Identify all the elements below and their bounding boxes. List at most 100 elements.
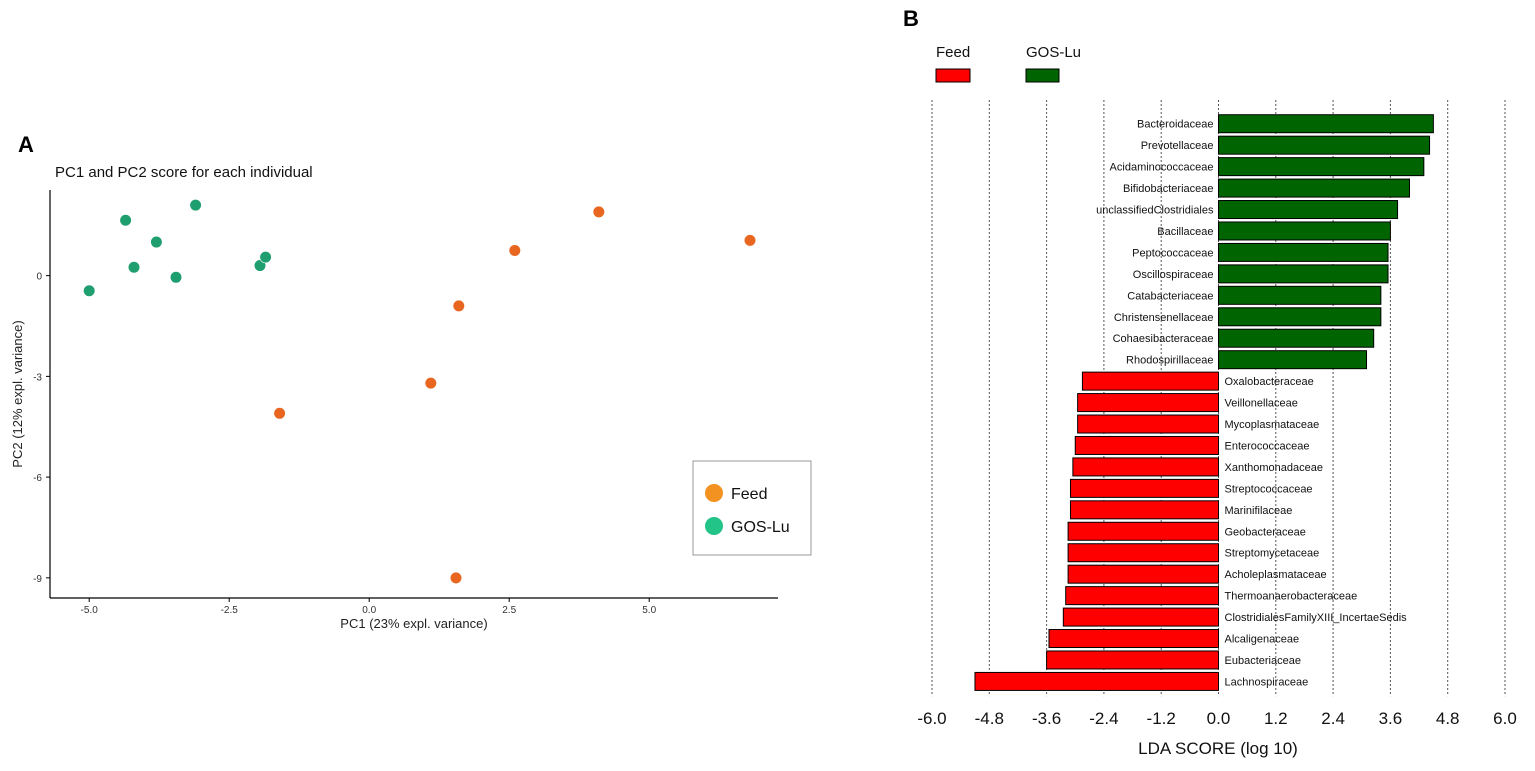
lda-legend-label-gos-lu: GOS-Lu — [1026, 44, 1081, 61]
lda-bars — [974, 114, 1434, 691]
lda-labels: Bacteroidaceae Prevotellaceae Acidaminococ… — [1096, 119, 1407, 689]
lda-x-tick-label: 4.8 — [1436, 709, 1460, 728]
lda-category-label: Alcaligenaceae — [1225, 634, 1300, 646]
panel-b-letter: B — [903, 6, 919, 31]
pca-y-tick-label: -3 — [33, 372, 42, 383]
lda-category-label: Prevotellaceae — [1141, 140, 1214, 152]
lda-bar-peptococcaceae — [1218, 242, 1389, 262]
lda-legend-swatch-feed — [935, 68, 971, 83]
lda-bar-prevotellaceae — [1218, 135, 1431, 155]
lda-bar-eubacteriaceae — [1046, 650, 1219, 670]
pca-y-axis-label: PC2 (12% expl. variance) — [10, 320, 25, 467]
lda-x-tick-label: -1.2 — [1147, 709, 1176, 728]
point-feed — [273, 407, 286, 420]
pca-x-tick-label: -5.0 — [81, 605, 99, 616]
lda-x-tick-label: -2.4 — [1089, 709, 1118, 728]
lda-x-axis-label: LDA SCORE (log 10) — [1138, 739, 1298, 758]
lda-category-label: Veillonellaceae — [1225, 398, 1298, 410]
lda-category-label: unclassifiedClostridiales — [1096, 205, 1214, 217]
pca-points — [83, 199, 757, 584]
lda-legend: Feed GOS-Lu — [935, 44, 1081, 83]
legend-label-gos-lu: GOS-Lu — [731, 519, 790, 536]
lda-category-label: Acidaminococcaceae — [1110, 162, 1214, 174]
point-feed — [424, 376, 437, 390]
point-feed — [592, 205, 605, 218]
lda-bar-acidaminococcaceae — [1218, 157, 1425, 177]
lda-x-tick-label: 1.2 — [1264, 709, 1288, 728]
pca-y-tick-label: -9 — [33, 574, 42, 585]
lda-bar-bacillaceae — [1218, 221, 1391, 241]
lda-category-label: Rhodospirillaceae — [1126, 355, 1213, 367]
lda-bar-thermoanaerobacteraceae — [1065, 586, 1219, 606]
lda-category-label: Marinifilaceae — [1225, 505, 1293, 517]
lda-category-label: Enterococcaceae — [1225, 440, 1310, 452]
lda-x-tick-label: 6.0 — [1493, 709, 1517, 728]
lda-bar-xanthomonadaceae — [1072, 457, 1220, 477]
lda-category-label: Oscillospiraceae — [1133, 269, 1214, 281]
point-gos-lu — [83, 284, 96, 297]
lda-category-label: Xanthomonadaceae — [1225, 462, 1323, 474]
lda-legend-label-feed: Feed — [936, 44, 970, 61]
point-gos-lu — [169, 271, 183, 284]
lda-category-label: Christensenellaceae — [1114, 312, 1214, 324]
point-gos-lu — [259, 251, 272, 264]
point-gos-lu — [189, 199, 202, 212]
lda-category-label: ClostridialesFamilyXIII_IncertaeSedis — [1225, 612, 1408, 624]
point-gos-lu — [253, 259, 267, 272]
lda-x-ticks: -6.0 -4.8 -3.6 -2.4 -1.2 0.0 1.2 2.4 3.6 4.8 6.0 — [917, 709, 1516, 728]
lda-bar-alcaligenaceae — [1048, 629, 1220, 649]
pca-x-axis-label: PC1 (23% expl. variance) — [340, 616, 487, 631]
lda-category-label: Streptomycetaceae — [1225, 548, 1320, 560]
panel-b: B Feed GOS-Lu Bacteroidaceae Prevotellace… — [903, 6, 1517, 758]
lda-bar-mycoplasmataceae — [1077, 414, 1219, 434]
point-gos-lu — [119, 214, 132, 227]
lda-bar-bifidobacteriaceae — [1218, 178, 1410, 198]
lda-category-label: Thermoanaerobacteraceae — [1225, 591, 1358, 603]
pca-y-tick-label: 0 — [36, 272, 42, 283]
lda-category-label: Acholeplasmataceae — [1225, 569, 1327, 581]
lda-bar-enterococcaceae — [1074, 435, 1219, 455]
lda-bar-unclassifiedclostridiales — [1218, 200, 1399, 220]
point-feed — [508, 244, 521, 257]
lda-category-label: Bacillaceae — [1157, 226, 1213, 238]
point-feed — [449, 571, 463, 584]
lda-bar-veillonellaceae — [1077, 393, 1219, 413]
lda-bar-oxalobacteraceae — [1081, 371, 1219, 391]
lda-category-label: Cohaesibacteraceae — [1113, 333, 1214, 345]
lda-bar-marinifilaceae — [1069, 500, 1219, 520]
lda-bar-streptococcaceae — [1069, 478, 1219, 498]
panel-a-letter: A — [18, 132, 34, 157]
point-feed — [452, 299, 465, 312]
lda-x-tick-label: 3.6 — [1379, 709, 1403, 728]
lda-bar-geobacteraceae — [1067, 521, 1220, 541]
pca-title: PC1 and PC2 score for each individual — [55, 164, 313, 181]
lda-bar-clostridialesfamilyxiii-incertaesedis — [1062, 607, 1219, 627]
pca-x-ticks: -5.0 -2.5 0.0 2.5 5.0 — [81, 598, 657, 616]
pca-legend-box — [692, 460, 812, 556]
pca-x-tick-label: -2.5 — [221, 605, 239, 616]
pca-x-tick-label: 5.0 — [642, 605, 656, 616]
lda-bar-catabacteriaceae — [1218, 285, 1382, 305]
pca-x-tick-label: 0.0 — [362, 605, 376, 616]
legend-marker-gos-lu — [705, 517, 723, 535]
lda-category-label: Geobacteraceae — [1225, 526, 1306, 538]
pca-legend: Feed GOS-Lu — [692, 460, 812, 556]
point-gos-lu — [150, 235, 163, 249]
lda-x-tick-label: -6.0 — [917, 709, 946, 728]
lda-category-label: Mycoplasmataceae — [1225, 419, 1320, 431]
lda-category-label: Streptococcaceae — [1225, 483, 1313, 495]
lda-bar-lachnospiraceae — [974, 671, 1219, 691]
lda-bar-bacteroidaceae — [1218, 114, 1434, 134]
lda-x-tick-label: -4.8 — [975, 709, 1004, 728]
pca-x-tick-label: 2.5 — [502, 605, 516, 616]
lda-category-label: Eubacteriaceae — [1225, 655, 1301, 667]
lda-x-tick-label: 0.0 — [1207, 709, 1231, 728]
lda-bar-christensenellaceae — [1218, 307, 1382, 327]
lda-legend-swatch-gos-lu — [1025, 68, 1060, 83]
lda-category-label: Lachnospiraceae — [1225, 676, 1309, 688]
point-feed — [743, 234, 757, 247]
lda-x-tick-label: 2.4 — [1321, 709, 1345, 728]
legend-marker-feed — [705, 484, 723, 502]
pca-y-tick-label: -6 — [33, 473, 42, 484]
